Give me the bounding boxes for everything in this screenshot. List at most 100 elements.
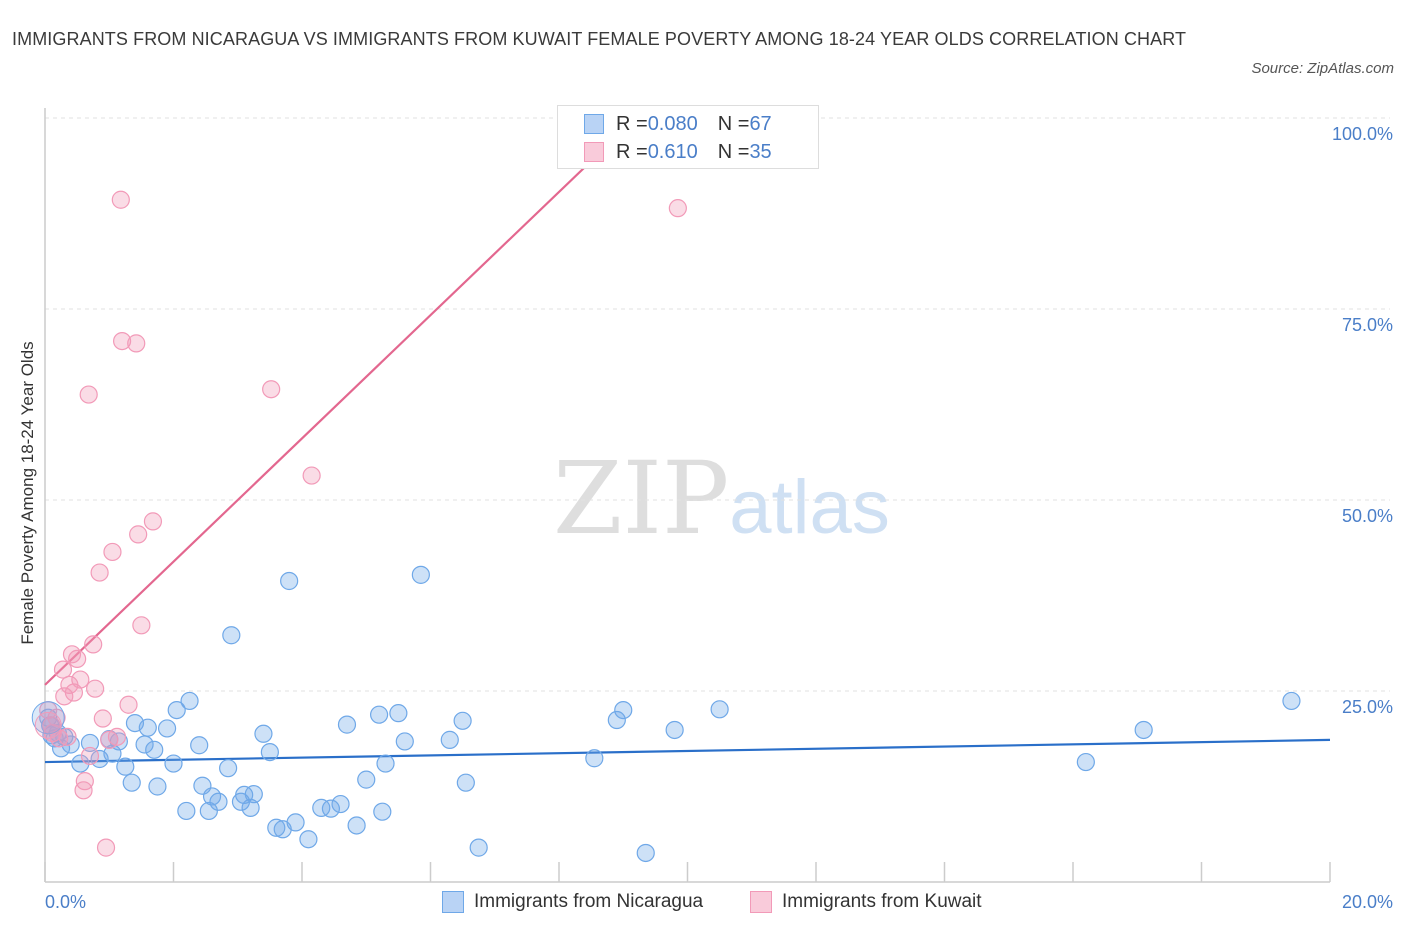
nicaragua-point — [607, 710, 626, 730]
nicaragua-point — [164, 754, 183, 773]
kuwait-point — [53, 660, 73, 679]
r-value: 0.080 — [647, 112, 698, 135]
nicaragua-point — [148, 777, 167, 796]
legend-row-nicaragua: R = 0.080 N = 67 — [584, 110, 772, 138]
nicaragua-point — [469, 838, 488, 857]
nicaragua-point — [71, 754, 90, 773]
nicaragua-point — [241, 798, 260, 817]
kuwait-point — [58, 727, 77, 746]
kuwait-point — [100, 730, 119, 749]
nicaragua-point — [254, 724, 273, 743]
watermark-zip: ZIP — [553, 440, 730, 557]
nicaragua-point — [411, 565, 430, 584]
nicaragua-point — [80, 733, 100, 753]
kuwait-point — [68, 649, 87, 669]
watermark-atlas: atlas — [729, 465, 890, 550]
y-tick-label: 50.0% — [1342, 506, 1393, 526]
trend-lines — [44, 117, 1331, 764]
nicaragua-point — [222, 626, 241, 645]
legend-label: Immigrants from Nicaragua — [474, 891, 704, 912]
nicaragua-point — [312, 798, 331, 817]
nicaragua-point — [280, 571, 299, 591]
nicaragua-point — [299, 830, 318, 849]
kuwait-point — [112, 331, 132, 351]
kuwait-point — [75, 772, 94, 791]
y-tick-label: 75.0% — [1342, 315, 1393, 335]
kuwait-point — [74, 781, 93, 800]
kuwait-point — [93, 709, 112, 728]
nicaragua-point — [180, 691, 199, 711]
legend-item-kuwait: Immigrants from Kuwait — [750, 888, 982, 916]
data-points — [31, 190, 1301, 863]
nicaragua-point — [122, 773, 141, 792]
nicaragua-point — [357, 770, 376, 789]
kuwait-point — [86, 679, 105, 698]
nicaragua-point — [1134, 720, 1153, 740]
n-value: 67 — [749, 112, 772, 135]
nicaragua-point — [157, 719, 177, 738]
nicaragua-point — [209, 792, 228, 811]
nicaragua-point — [116, 757, 135, 776]
watermark: ZIPatlas — [553, 440, 890, 557]
nicaragua-point — [585, 749, 604, 768]
nicaragua-point — [665, 720, 684, 740]
kuwait-point — [668, 199, 687, 218]
kuwait-point — [80, 746, 100, 766]
kuwait-point — [96, 838, 116, 857]
nicaragua-point — [453, 711, 472, 730]
kuwait-point — [143, 512, 163, 531]
nicaragua-point — [373, 802, 392, 821]
n-label: N = — [717, 140, 750, 163]
nicaragua-point — [219, 759, 238, 778]
kuwait-point — [71, 670, 90, 689]
r-label: R = — [616, 112, 648, 135]
nicaragua-point — [177, 801, 196, 821]
nicaragua-point — [167, 700, 186, 720]
tick-labels: 25.0% 50.0% 75.0% 100.0% 0.0% 20.0% — [45, 124, 1393, 912]
nicaragua-swatch — [442, 891, 464, 913]
nicaragua-swatch — [584, 114, 604, 134]
correlation-legend: R = 0.080 N = 67 R = 0.610 N = 35 — [557, 105, 819, 169]
kuwait-point — [127, 334, 146, 353]
source-credit: Source: ZipAtlas.com — [1251, 60, 1394, 77]
kuwait-point — [79, 385, 98, 404]
r-value: 0.610 — [647, 140, 698, 163]
nicaragua-point — [190, 736, 209, 755]
kuwait-point — [84, 635, 103, 654]
kuwait-trend-line — [44, 117, 637, 686]
n-label: N = — [717, 112, 750, 135]
kuwait-point — [90, 563, 109, 582]
kuwait-swatch — [750, 891, 772, 913]
kuwait-point — [129, 525, 148, 544]
nicaragua-point — [370, 705, 389, 724]
kuwait-point — [34, 711, 62, 739]
nicaragua-point — [614, 700, 633, 720]
kuwait-point — [262, 380, 281, 399]
nicaragua-point — [456, 773, 475, 792]
nicaragua-point — [1076, 752, 1095, 772]
legend-label: Immigrants from Kuwait — [782, 891, 982, 912]
nicaragua-point — [331, 794, 350, 814]
y-tick-label: 25.0% — [1342, 697, 1393, 717]
y-tick-label: 100.0% — [1332, 124, 1393, 144]
kuwait-point — [302, 466, 321, 485]
kuwait-point — [132, 616, 151, 635]
nicaragua-point — [244, 785, 263, 804]
nicaragua-point — [286, 813, 305, 832]
nicaragua-point — [1282, 691, 1301, 711]
nicaragua-trend-line — [44, 738, 1331, 764]
r-label: R = — [616, 140, 648, 163]
nicaragua-point — [138, 718, 157, 737]
nicaragua-point — [321, 799, 341, 818]
nicaragua-point — [440, 730, 459, 749]
nicaragua-point — [145, 740, 164, 759]
legend-row-kuwait: R = 0.610 N = 35 — [584, 138, 772, 166]
legend-item-nicaragua: Immigrants from Nicaragua — [442, 888, 703, 916]
nicaragua-point — [31, 701, 65, 735]
grid-lines — [45, 117, 1390, 692]
kuwait-point — [103, 542, 122, 562]
kuwait-point — [55, 687, 74, 706]
nicaragua-point — [337, 715, 357, 734]
n-value: 35 — [749, 140, 772, 163]
